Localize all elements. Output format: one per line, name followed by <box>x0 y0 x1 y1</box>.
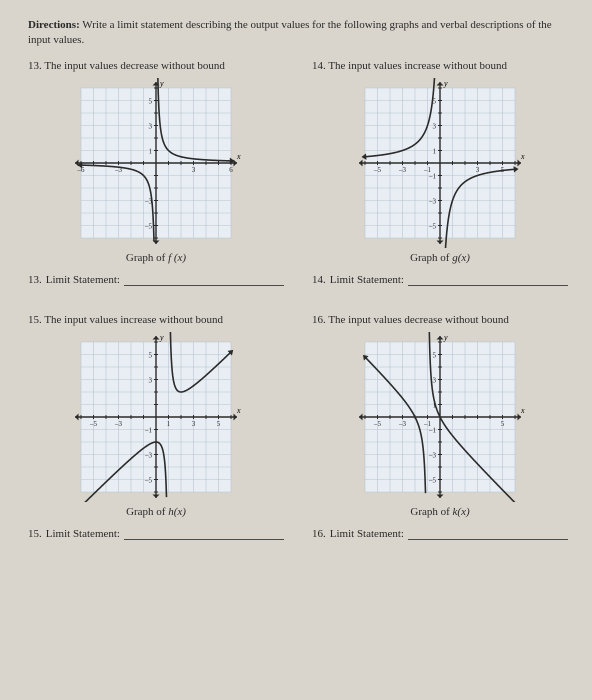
q15-caption: Graph of h(x) <box>28 506 284 518</box>
svg-text:3: 3 <box>433 122 437 130</box>
svg-text:–3: –3 <box>114 420 123 428</box>
q13-num: 13. <box>28 60 42 72</box>
q16-title-text: The input values decrease without bound <box>328 314 509 326</box>
svg-text:1: 1 <box>433 147 437 155</box>
question-15: 15. The input values increase without bo… <box>28 314 284 540</box>
q15-stmt-line <box>124 530 284 540</box>
svg-text:5: 5 <box>501 420 505 428</box>
q15-num: 15. <box>28 314 42 326</box>
svg-text:–3: –3 <box>428 197 437 205</box>
q14-stmt-label: Limit Statement: <box>330 274 404 286</box>
svg-text:x: x <box>520 406 525 415</box>
q15-statement: 15. Limit Statement: <box>28 528 284 540</box>
q16-stmt-line <box>408 530 568 540</box>
svg-text:–1: –1 <box>428 426 437 434</box>
q16-stmt-num: 16. <box>312 528 326 540</box>
svg-text:–5: –5 <box>373 420 382 428</box>
svg-text:–3: –3 <box>398 420 407 428</box>
svg-text:–1: –1 <box>144 426 153 434</box>
svg-text:x: x <box>520 152 525 161</box>
q16-caption: Graph of k(x) <box>312 506 568 518</box>
q15-caption-pre: Graph of <box>126 506 168 518</box>
q15-stmt-label: Limit Statement: <box>46 528 120 540</box>
q13-statement: 13. Limit Statement: <box>28 274 284 286</box>
q15-title-text: The input values increase without bound <box>44 314 223 326</box>
q14-stmt-num: 14. <box>312 274 326 286</box>
q16-caption-fn: k(x) <box>453 506 470 518</box>
svg-text:–3: –3 <box>398 166 407 174</box>
q14-caption-fn: g(x) <box>452 252 470 264</box>
q13-stmt-line <box>124 276 284 286</box>
q13-caption: Graph of f (x) <box>28 252 284 264</box>
q13-stmt-label: Limit Statement: <box>46 274 120 286</box>
svg-text:–5: –5 <box>144 476 153 484</box>
row-1: 13. The input values decrease without bo… <box>28 60 568 286</box>
svg-text:3: 3 <box>433 376 437 384</box>
q13-caption-pre: Graph of <box>126 252 168 264</box>
q15-title: 15. The input values increase without bo… <box>28 314 284 326</box>
svg-text:y: y <box>159 79 164 88</box>
svg-text:–1: –1 <box>428 172 437 180</box>
q14-chart: xy35–5–3–1135–1–3–5 <box>355 78 525 248</box>
q15-chart: x y 1 3 5 –5 –3 3 5 –1 –3 –5 <box>71 332 241 502</box>
question-16: 16. The input values decrease without bo… <box>312 314 568 540</box>
q15-caption-fn: h(x) <box>168 506 186 518</box>
directions-text: Write a limit statement describing the o… <box>28 19 552 46</box>
directions-label: Directions: <box>28 19 80 31</box>
svg-text:x: x <box>236 406 241 415</box>
svg-text:–5: –5 <box>373 166 382 174</box>
q16-statement: 16. Limit Statement: <box>312 528 568 540</box>
svg-text:3: 3 <box>149 376 153 384</box>
q16-caption-pre: Graph of <box>410 506 452 518</box>
svg-text:y: y <box>443 333 448 342</box>
svg-text:–3: –3 <box>144 451 153 459</box>
q14-title-text: The input values increase without bound <box>328 60 507 72</box>
q14-title: 14. The input values increase without bo… <box>312 60 568 72</box>
svg-text:–5: –5 <box>428 222 437 230</box>
svg-text:–5: –5 <box>89 420 98 428</box>
q13-title: 13. The input values decrease without bo… <box>28 60 284 72</box>
svg-text:–5: –5 <box>428 476 437 484</box>
svg-text:3: 3 <box>149 122 153 130</box>
q13-chart: xy36–6–3135–3–5 <box>71 78 241 248</box>
svg-text:3: 3 <box>476 166 480 174</box>
q16-title: 16. The input values decrease without bo… <box>312 314 568 326</box>
q14-caption: Graph of g(x) <box>312 252 568 264</box>
svg-text:1: 1 <box>167 420 171 428</box>
q13-title-text: The input values decrease without bound <box>44 60 225 72</box>
svg-text:x: x <box>236 152 241 161</box>
q14-stmt-line <box>408 276 568 286</box>
q13-caption-fn: f (x) <box>168 252 186 264</box>
q14-caption-pre: Graph of <box>410 252 452 264</box>
q16-stmt-label: Limit Statement: <box>330 528 404 540</box>
svg-text:y: y <box>159 333 164 342</box>
svg-text:3: 3 <box>192 420 196 428</box>
svg-text:3: 3 <box>192 166 196 174</box>
q14-statement: 14. Limit Statement: <box>312 274 568 286</box>
question-14: 14. The input values increase without bo… <box>312 60 568 286</box>
svg-text:–3: –3 <box>428 451 437 459</box>
svg-text:5: 5 <box>149 351 153 359</box>
row-2: 15. The input values increase without bo… <box>28 314 568 540</box>
svg-text:6: 6 <box>229 166 233 174</box>
q16-num: 16. <box>312 314 326 326</box>
svg-text:5: 5 <box>217 420 221 428</box>
svg-text:5: 5 <box>149 97 153 105</box>
q13-stmt-num: 13. <box>28 274 42 286</box>
svg-text:1: 1 <box>149 147 153 155</box>
q15-stmt-num: 15. <box>28 528 42 540</box>
q14-num: 14. <box>312 60 326 72</box>
q16-chart: xy5–5–3–1135–1–3–5 <box>355 332 525 502</box>
svg-text:y: y <box>443 79 448 88</box>
svg-text:5: 5 <box>433 351 437 359</box>
question-13: 13. The input values decrease without bo… <box>28 60 284 286</box>
directions: Directions: Write a limit statement desc… <box>28 18 568 48</box>
svg-text:–5: –5 <box>144 222 153 230</box>
